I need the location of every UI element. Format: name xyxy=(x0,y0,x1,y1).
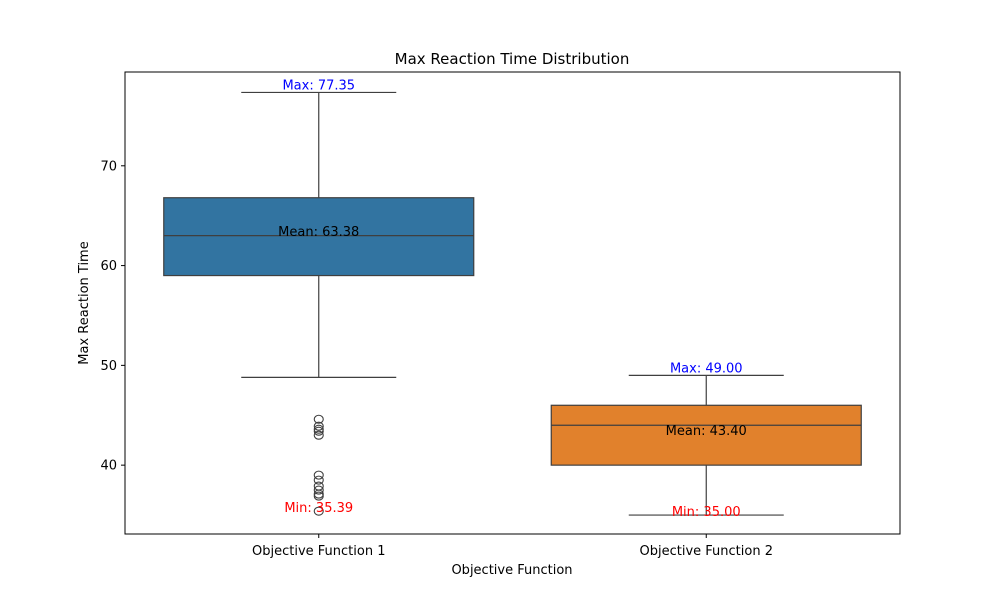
y-tick-label: 60 xyxy=(100,259,117,274)
max-annotation: Max: 49.00 xyxy=(670,361,743,376)
outlier-point xyxy=(313,414,324,424)
outlier-point xyxy=(313,430,324,440)
y-tick-label: 70 xyxy=(100,159,117,174)
chart-title: Max Reaction Time Distribution xyxy=(395,50,630,68)
outlier-point xyxy=(313,426,324,436)
min-annotation: Min: 35.00 xyxy=(672,505,741,520)
x-tick-label: Objective Function 1 xyxy=(252,544,385,559)
outlier-point xyxy=(313,506,324,516)
plot-frame xyxy=(124,71,901,535)
iqr-box xyxy=(163,197,475,277)
y-tick-label: 50 xyxy=(100,359,117,374)
outlier-point xyxy=(313,475,324,485)
outlier-point xyxy=(313,491,324,501)
min-annotation: Min: 35.39 xyxy=(284,501,353,516)
mean-annotation: Mean: 43.40 xyxy=(666,424,747,439)
max-annotation: Max: 77.35 xyxy=(282,78,355,93)
y-axis-label: Max Reaction Time xyxy=(77,241,92,364)
outlier-point xyxy=(313,421,324,431)
iqr-box xyxy=(550,404,862,466)
outlier-point xyxy=(313,470,324,480)
y-tick-label: 40 xyxy=(100,459,117,474)
mean-annotation: Mean: 63.38 xyxy=(278,225,359,240)
x-tick-label: Objective Function 2 xyxy=(640,544,773,559)
outlier-point xyxy=(313,485,324,495)
x-axis-label: Objective Function xyxy=(451,563,572,578)
